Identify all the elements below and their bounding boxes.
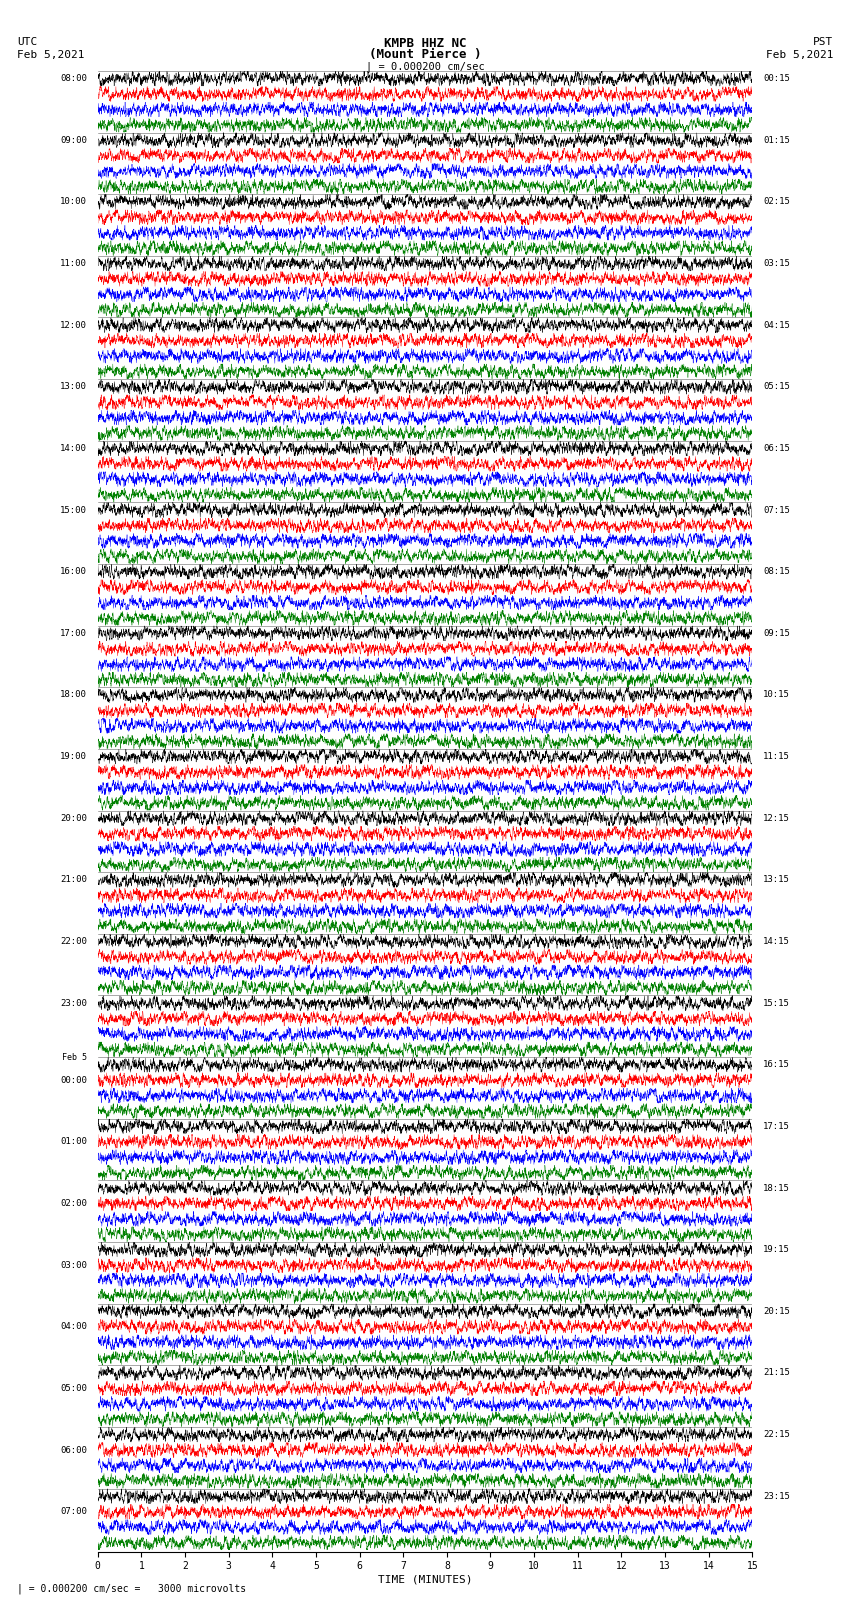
Text: 21:00: 21:00	[60, 876, 87, 884]
Text: 09:15: 09:15	[763, 629, 790, 637]
Text: Feb 5: Feb 5	[62, 1053, 87, 1061]
Text: 16:15: 16:15	[763, 1060, 790, 1069]
Text: | = 0.000200 cm/sec =   3000 microvolts: | = 0.000200 cm/sec = 3000 microvolts	[17, 1582, 246, 1594]
Text: (Mount Pierce ): (Mount Pierce )	[369, 48, 481, 61]
Text: 06:00: 06:00	[60, 1445, 87, 1455]
X-axis label: TIME (MINUTES): TIME (MINUTES)	[377, 1574, 473, 1584]
Text: 01:15: 01:15	[763, 135, 790, 145]
Text: 04:15: 04:15	[763, 321, 790, 329]
Text: 08:15: 08:15	[763, 568, 790, 576]
Text: 22:15: 22:15	[763, 1431, 790, 1439]
Text: 04:00: 04:00	[60, 1323, 87, 1331]
Text: 13:00: 13:00	[60, 382, 87, 392]
Text: 11:15: 11:15	[763, 752, 790, 761]
Text: 07:15: 07:15	[763, 505, 790, 515]
Text: UTC: UTC	[17, 37, 37, 47]
Text: PST: PST	[813, 37, 833, 47]
Text: Feb 5,2021: Feb 5,2021	[17, 50, 84, 60]
Text: 20:00: 20:00	[60, 813, 87, 823]
Text: 19:15: 19:15	[763, 1245, 790, 1255]
Text: 06:15: 06:15	[763, 444, 790, 453]
Text: 01:00: 01:00	[60, 1137, 87, 1147]
Text: 22:00: 22:00	[60, 937, 87, 945]
Text: 08:00: 08:00	[60, 74, 87, 84]
Text: 02:00: 02:00	[60, 1198, 87, 1208]
Text: 03:00: 03:00	[60, 1261, 87, 1269]
Text: 20:15: 20:15	[763, 1307, 790, 1316]
Text: 09:00: 09:00	[60, 135, 87, 145]
Text: 16:00: 16:00	[60, 568, 87, 576]
Text: 13:15: 13:15	[763, 876, 790, 884]
Text: 05:00: 05:00	[60, 1384, 87, 1394]
Text: 12:15: 12:15	[763, 813, 790, 823]
Text: 11:00: 11:00	[60, 260, 87, 268]
Text: 07:00: 07:00	[60, 1507, 87, 1516]
Text: 03:15: 03:15	[763, 260, 790, 268]
Text: 23:15: 23:15	[763, 1492, 790, 1500]
Text: 17:15: 17:15	[763, 1123, 790, 1131]
Text: 00:15: 00:15	[763, 74, 790, 84]
Text: 17:00: 17:00	[60, 629, 87, 637]
Text: 15:15: 15:15	[763, 998, 790, 1008]
Text: 12:00: 12:00	[60, 321, 87, 329]
Text: 05:15: 05:15	[763, 382, 790, 392]
Text: Feb 5,2021: Feb 5,2021	[766, 50, 833, 60]
Text: 00:00: 00:00	[60, 1076, 87, 1084]
Text: | = 0.000200 cm/sec: | = 0.000200 cm/sec	[366, 61, 484, 73]
Text: 10:15: 10:15	[763, 690, 790, 700]
Text: 18:00: 18:00	[60, 690, 87, 700]
Text: 18:15: 18:15	[763, 1184, 790, 1192]
Text: 02:15: 02:15	[763, 197, 790, 206]
Text: 19:00: 19:00	[60, 752, 87, 761]
Text: 10:00: 10:00	[60, 197, 87, 206]
Text: 21:15: 21:15	[763, 1368, 790, 1378]
Text: 15:00: 15:00	[60, 505, 87, 515]
Text: 14:15: 14:15	[763, 937, 790, 945]
Text: KMPB HHZ NC: KMPB HHZ NC	[383, 37, 467, 50]
Text: 14:00: 14:00	[60, 444, 87, 453]
Text: 23:00: 23:00	[60, 998, 87, 1008]
